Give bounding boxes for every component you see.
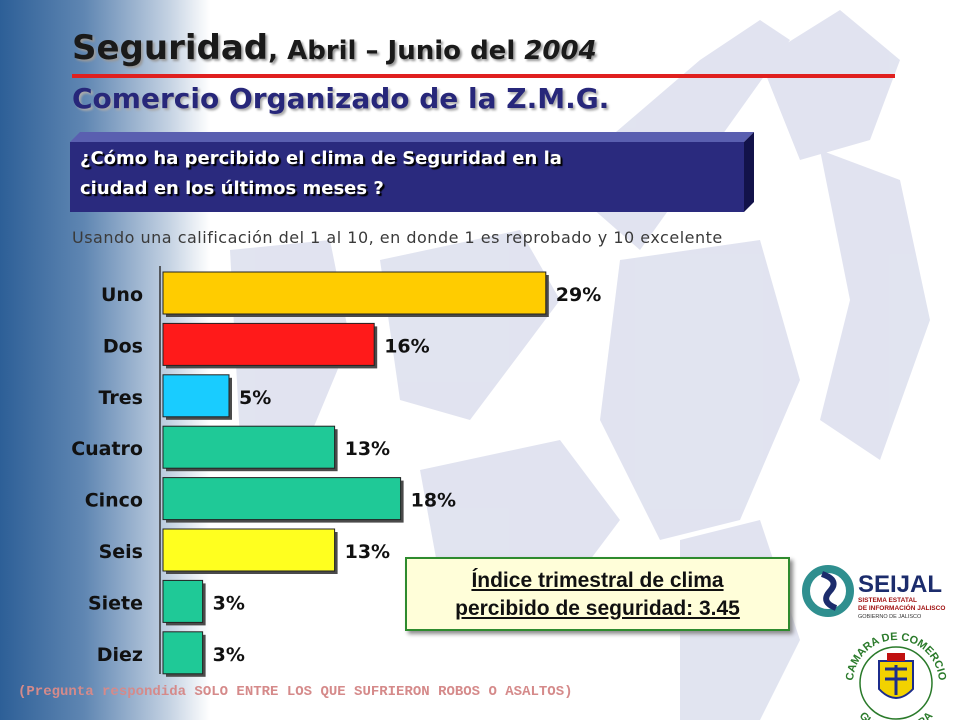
index-line-2: percibido de seguridad: 3.45 [455, 597, 740, 620]
index-line-1: Índice trimestral de clima [471, 569, 724, 592]
category-label-dos: Dos [103, 335, 143, 357]
question-box [70, 132, 754, 212]
bar-cuatro [162, 425, 336, 469]
category-label-siete: Siete [88, 592, 143, 614]
bar-tres [162, 374, 230, 418]
footer-note: (Pregunta respondida SOLO ENTRE LOS QUE … [18, 684, 573, 700]
question-line-1: ¿Cómo ha percibido el clima de Seguridad… [80, 148, 562, 169]
bar-seis [162, 528, 336, 572]
index-box: Índice trimestral de clima percibido de … [405, 557, 790, 631]
bar-diez [162, 631, 204, 675]
title-underline [72, 74, 895, 78]
value-label-dos: 16% [384, 335, 429, 357]
value-label-diez: 3% [213, 644, 245, 666]
bar-uno [162, 271, 547, 315]
value-label-cuatro: 13% [345, 438, 390, 460]
seijal-line-1: SISTEMA ESTATAL [858, 597, 917, 604]
rating-scale-note: Usando una calificación del 1 al 10, en … [72, 228, 723, 247]
category-label-seis: Seis [99, 541, 143, 563]
value-label-cinco: 18% [411, 490, 456, 512]
value-label-siete: 3% [213, 592, 245, 614]
category-label-uno: Uno [101, 284, 143, 306]
seijal-line-3: GOBIERNO DE JALISCO [858, 614, 922, 620]
value-label-seis: 13% [345, 541, 390, 563]
value-label-tres: 5% [239, 387, 271, 409]
bar-chart: Uno 29% Dos 16% Tres 5% Cuatro 13% Cinco 18% Seis 1… [71, 266, 601, 677]
category-label-cuatro: Cuatro [71, 438, 143, 460]
bar-siete [162, 579, 204, 623]
question-text: ¿Cómo ha percibido el clima de Seguridad… [80, 144, 740, 204]
bar-dos [162, 322, 375, 366]
question-line-2: ciudad en los últimos meses ? [80, 178, 384, 199]
bar-cinco [162, 477, 402, 521]
page-title: Seguridad, Abril – Junio del 2004 [72, 28, 597, 68]
seijal-line-2: DE INFORMACIÓN JALISCO [858, 603, 945, 612]
value-label-uno: 29% [556, 284, 601, 306]
seijal-name: SEIJAL [858, 571, 942, 598]
seijal-logo: SEIJAL SISTEMA ESTATAL DE INFORMACIÓN JA… [802, 565, 945, 620]
camara-comercio-logo: CAMARA DE COMERCIO GUADALAJARA [844, 631, 948, 720]
page-subtitle: Comercio Organizado de la Z.M.G. [72, 82, 610, 115]
category-label-diez: Diez [97, 644, 143, 666]
category-label-cinco: Cinco [85, 490, 143, 512]
category-label-tres: Tres [99, 387, 143, 409]
